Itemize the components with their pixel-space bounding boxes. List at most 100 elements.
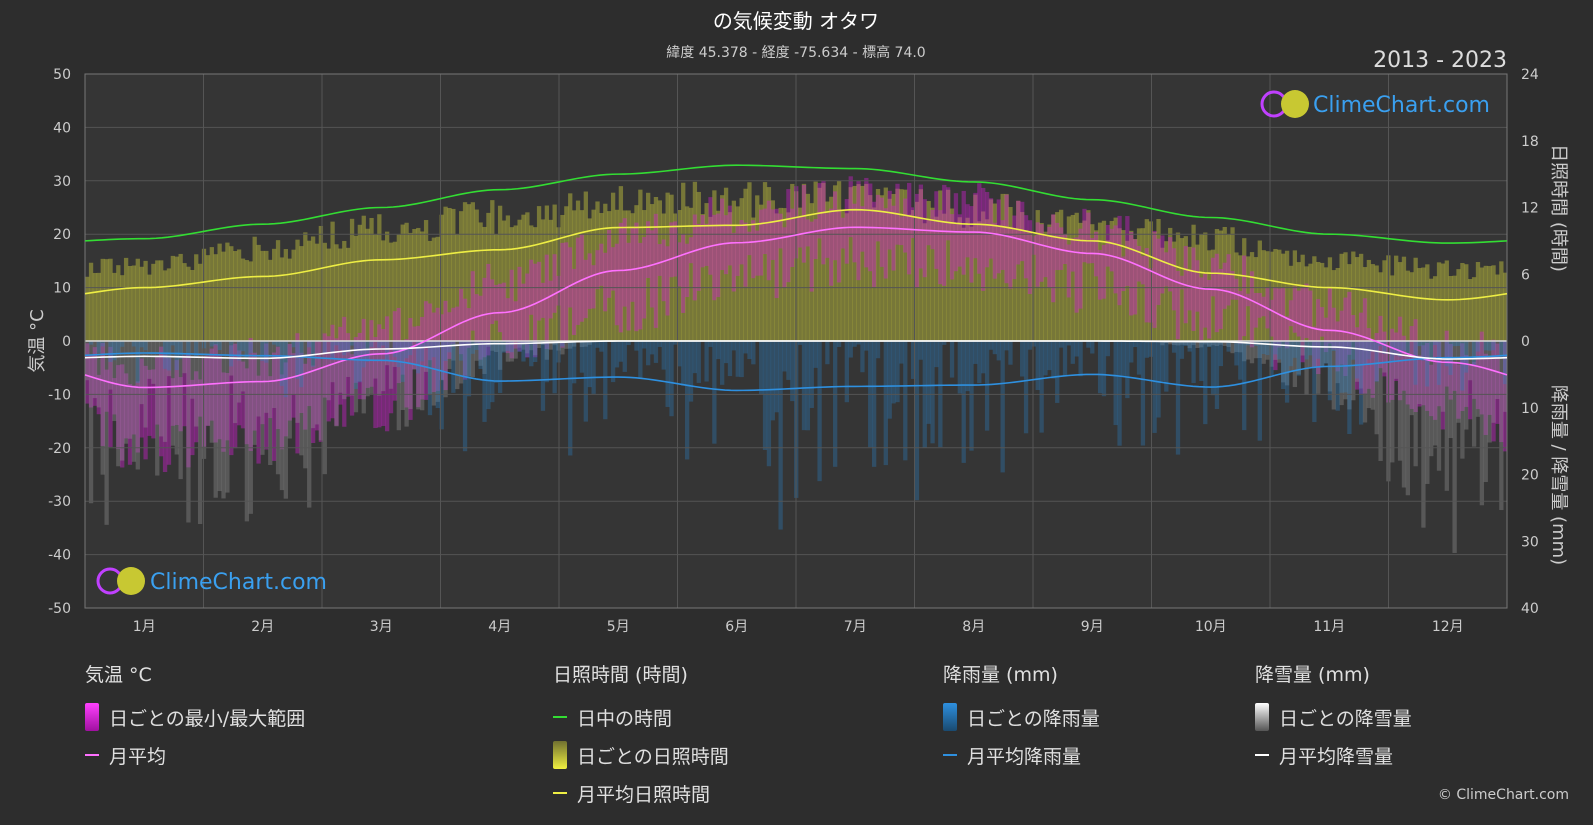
sunshine-day-bar xyxy=(233,251,238,341)
rain-day-bar xyxy=(462,341,468,452)
sunshine-day-bar xyxy=(809,203,814,341)
sunshine-day-bar xyxy=(1156,218,1161,341)
sunshine-day-bar xyxy=(217,243,222,341)
temp-range-day-bar xyxy=(786,189,791,283)
snow-day-bar xyxy=(186,341,191,523)
sunshine-day-bar xyxy=(236,249,242,341)
temp-range-day-bar xyxy=(1421,345,1426,406)
sunshine-day-bar xyxy=(969,226,974,341)
temp-range-day-bar xyxy=(1374,333,1379,382)
rain-day-bar xyxy=(996,341,1001,361)
sunshine-day-bar xyxy=(579,210,585,341)
temp-range-day-bar xyxy=(1397,316,1403,401)
temp-range-day-bar xyxy=(1047,226,1052,288)
sunshine-day-bar xyxy=(486,212,491,341)
year-range: 2013 - 2023 xyxy=(1373,48,1507,73)
snow-day-bar xyxy=(104,341,109,525)
temp-range-day-bar xyxy=(957,214,962,267)
temp-range-day-bar xyxy=(143,365,148,460)
sunshine-day-bar xyxy=(85,276,90,341)
temp-range-day-bar xyxy=(1078,228,1083,309)
rain-day-bar xyxy=(279,341,285,386)
sunshine-day-bar xyxy=(879,195,885,341)
snow-day-bar xyxy=(143,341,148,428)
snow-day-bar xyxy=(1257,341,1262,359)
rain-day-bar xyxy=(957,341,962,394)
left-tick-label: -20 xyxy=(48,441,71,457)
snow-day-bar xyxy=(579,341,585,348)
sunshine-day-bar xyxy=(895,188,900,341)
sunshine-day-bar xyxy=(825,201,830,341)
snow-day-bar xyxy=(1397,341,1403,461)
logo-sun-icon xyxy=(117,567,145,595)
sunshine-day-bar xyxy=(673,213,678,341)
snow-day-bar xyxy=(217,341,222,492)
temp-range-day-bar xyxy=(1230,271,1235,300)
watermark-text-top: ClimeChart.com xyxy=(1313,93,1490,118)
temp-range-day-bar xyxy=(595,250,600,290)
temp-range-day-bar xyxy=(435,307,440,391)
temp-range-day-bar xyxy=(922,199,927,278)
rain-day-bar xyxy=(1140,341,1146,446)
sunshine-day-bar xyxy=(1058,209,1064,341)
sunshine-day-bar xyxy=(427,240,433,341)
temp-range-day-bar xyxy=(571,268,577,335)
rain-day-bar xyxy=(712,341,717,444)
temp-range-day-bar xyxy=(131,385,137,435)
snow-day-bar xyxy=(131,341,137,462)
sunshine-day-bar xyxy=(1023,230,1029,341)
tick-labels-layer: 50 40 30 20 10 0 -10 -20 -30 -40 -50 24 18 12 6 0 10 20 30… xyxy=(48,67,1539,635)
temp-range-day-bar xyxy=(474,294,479,343)
temp-range-day-bar xyxy=(723,215,729,275)
sunshine-day-bar xyxy=(1366,259,1372,341)
legend-sun-daily-label: 日ごとの日照時間 xyxy=(577,745,729,768)
temp-range-day-bar xyxy=(1156,238,1161,305)
series-lines-layer xyxy=(84,164,1508,392)
sunshine-day-bar xyxy=(412,229,417,341)
sunshine-day-bar xyxy=(1503,272,1508,341)
sunshine-day-bar xyxy=(1312,256,1317,341)
sunshine-day-bar xyxy=(1035,210,1040,341)
temp-range-day-bar xyxy=(104,369,109,412)
sunshine-day-bar xyxy=(1090,224,1095,341)
rain-day-bar xyxy=(170,341,176,346)
rain-day-bar xyxy=(1417,341,1422,347)
legend-snow-avg-label: 月平均降雪量 xyxy=(1279,745,1394,768)
temp-range-day-bar xyxy=(170,378,176,426)
rain-day-bar xyxy=(918,341,924,360)
sunshine-day-bar xyxy=(326,248,331,341)
snow-day-bar xyxy=(470,341,475,378)
legend-snow-daily-label: 日ごとの降雪量 xyxy=(1279,707,1412,730)
temp-range-day-bar xyxy=(762,208,768,255)
rain-day-bar xyxy=(836,341,842,347)
rain-day-bar xyxy=(1191,341,1196,384)
snow-day-bar xyxy=(1296,341,1301,375)
snow-day-bar xyxy=(190,341,195,399)
month-tick-label: 7月 xyxy=(844,619,867,635)
sunshine-day-bar xyxy=(369,217,374,341)
rain-day-bar xyxy=(809,341,814,408)
rain-day-bar xyxy=(1023,341,1029,434)
temp-range-day-bar xyxy=(879,197,885,267)
temp-range-day-bar xyxy=(961,190,966,275)
snow-day-bar xyxy=(1226,341,1231,347)
rain-day-bar xyxy=(342,341,347,356)
rain-day-bar xyxy=(525,341,530,358)
rain-day-bar xyxy=(1397,341,1403,357)
temp-range-day-bar xyxy=(942,184,947,286)
snow-day-bar xyxy=(178,341,183,480)
sunshine-day-bar xyxy=(723,187,729,341)
temp-avg-line xyxy=(84,226,1508,389)
temp-range-day-bar xyxy=(696,223,701,291)
temp-range-day-bar xyxy=(653,213,659,328)
legend-sunshine: 日照時間 (時間) 日中の時間 日ごとの日照時間 月平均日照時間 xyxy=(553,660,729,812)
rain-day-bar xyxy=(1144,341,1149,358)
sunshine-day-bar xyxy=(447,208,452,341)
sunshine-day-bar xyxy=(1183,236,1188,341)
temp-range-day-bar xyxy=(1058,227,1064,270)
snow-day-bar xyxy=(1362,341,1368,423)
rain-day-bar xyxy=(899,341,904,364)
snow-day-bar xyxy=(1417,341,1422,405)
sunshine-day-bar xyxy=(548,219,553,341)
sunshine-day-bar xyxy=(1148,221,1153,341)
